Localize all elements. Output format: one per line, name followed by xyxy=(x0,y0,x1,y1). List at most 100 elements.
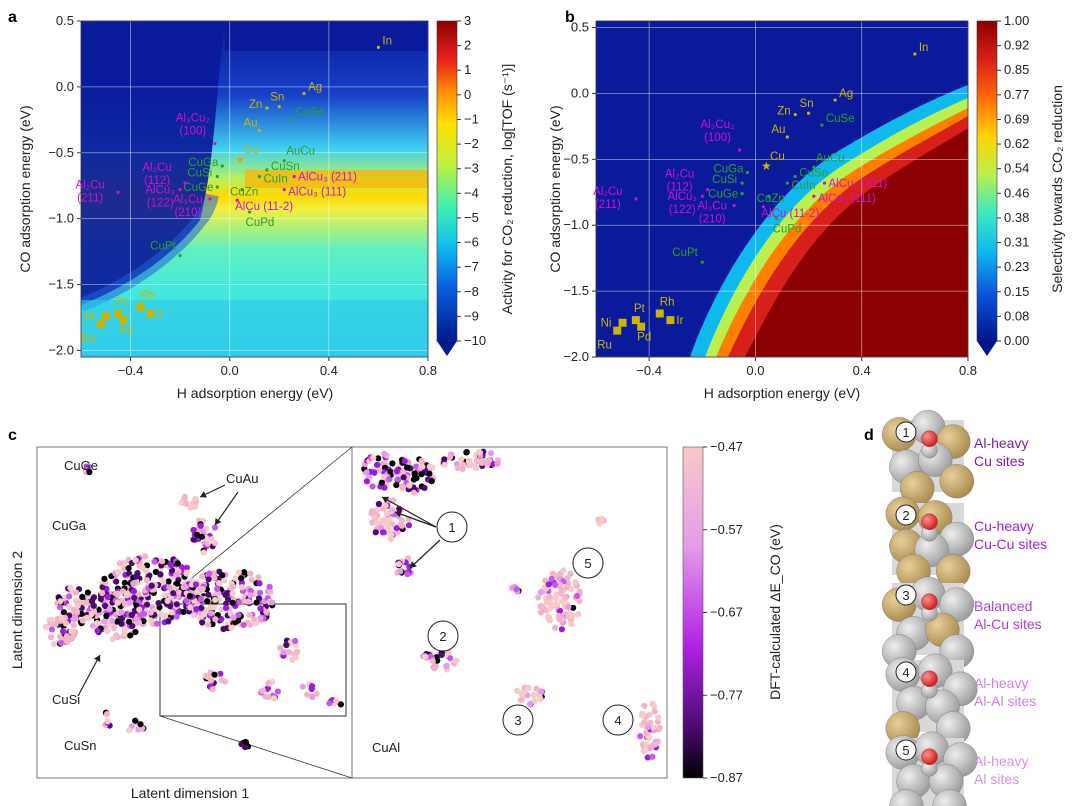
panel-a-colorbar-label: Activity for CO₂ reduction, log[TOF (s⁻¹… xyxy=(499,64,515,315)
colorbar-tick-label: −5 xyxy=(464,210,479,225)
latent-point xyxy=(71,616,77,622)
latent-point xyxy=(645,724,651,730)
site-tile: 5 xyxy=(886,732,978,806)
latent-point xyxy=(364,469,370,475)
site-label-line1: Cu-heavy xyxy=(974,518,1034,534)
panel-b-ylabel: CO adsorption energy (eV) xyxy=(547,105,563,272)
latent-point xyxy=(130,580,136,586)
material-label: CuPt xyxy=(672,247,698,259)
material-marker xyxy=(290,117,293,120)
material-label: CuIn xyxy=(263,173,287,185)
latent-point xyxy=(230,590,236,596)
latent-point xyxy=(60,628,66,634)
panel-b-colorbar-label: Selectivity towards CO₂ reduction xyxy=(1049,85,1065,293)
colorbar-tick-label: 0.08 xyxy=(1004,308,1029,323)
latent-point xyxy=(194,532,200,538)
latent-point xyxy=(442,462,448,468)
latent-point xyxy=(167,603,173,609)
latent-point xyxy=(535,594,541,600)
latent-point xyxy=(113,591,119,597)
latent-point xyxy=(124,591,130,597)
latent-point xyxy=(159,558,165,564)
latent-point xyxy=(275,688,281,694)
material-label: In xyxy=(382,35,392,47)
material-label: AlCu₃ xyxy=(667,191,697,203)
material-label: CuSn xyxy=(799,167,828,179)
system-label: CuAl xyxy=(372,740,400,755)
latent-point xyxy=(394,525,400,531)
latent-point xyxy=(637,733,643,739)
latent-point xyxy=(183,584,189,590)
material-marker xyxy=(794,175,797,178)
colorbar-tick-label: 0.92 xyxy=(1004,38,1029,53)
latent-point xyxy=(211,604,217,610)
latent-point xyxy=(131,595,137,601)
latent-point xyxy=(431,665,437,671)
colorbar-tick-label: −9 xyxy=(464,308,479,323)
material-marker xyxy=(613,327,621,335)
latent-point xyxy=(59,615,65,621)
colorbar-tick-label: −0.87 xyxy=(710,770,743,785)
latent-point xyxy=(85,590,91,596)
latent-point xyxy=(182,494,188,500)
latent-point xyxy=(133,574,139,580)
latent-point xyxy=(257,605,263,611)
latent-point xyxy=(476,449,482,455)
latent-point xyxy=(418,471,424,477)
colorbar-tick-label: −0.47 xyxy=(710,439,743,454)
colorbar-tick-label: −1 xyxy=(464,111,479,126)
latent-point xyxy=(386,476,392,482)
latent-point xyxy=(115,599,121,605)
latent-point xyxy=(187,593,193,599)
site-number: 4 xyxy=(902,665,909,680)
latent-point xyxy=(381,451,387,457)
material-marker xyxy=(634,197,637,200)
latent-point xyxy=(206,576,212,582)
site-label-line1: Balanced xyxy=(974,598,1032,614)
latent-point xyxy=(230,584,236,590)
latent-point xyxy=(67,585,73,591)
colorbar-tick-label: 0.62 xyxy=(1004,136,1029,151)
colorbar-tick-label: 0 xyxy=(464,87,471,102)
panel-c-latent-space: CuGeCuAuCuGaCuSiCuSn CuAl123 45 Latent dim… xyxy=(9,439,783,801)
latent-point xyxy=(113,579,119,585)
site-number: 1 xyxy=(902,425,909,440)
latent-point xyxy=(181,609,187,615)
latent-point xyxy=(57,604,63,610)
latent-point xyxy=(57,598,63,604)
latent-point xyxy=(220,626,226,632)
material-label: Al₂Cu xyxy=(593,186,622,198)
latent-point xyxy=(430,658,436,664)
material-label: Ni xyxy=(601,318,612,330)
latent-point xyxy=(204,598,210,604)
site-label-line1: Al-heavy xyxy=(974,675,1028,691)
site-number: 2 xyxy=(902,508,909,523)
material-facet-label: (122) xyxy=(669,204,696,216)
x-tick-label: 0.4 xyxy=(320,363,338,378)
site-label-line2: Cu-Cu sites xyxy=(974,536,1047,552)
x-tick-label: −0.4 xyxy=(118,363,144,378)
latent-point xyxy=(75,603,81,609)
latent-point xyxy=(107,606,113,612)
latent-point xyxy=(219,677,225,683)
colorbar-tick-label: 0.38 xyxy=(1004,210,1029,225)
system-label: CuSi xyxy=(52,692,80,707)
latent-point xyxy=(419,464,425,470)
latent-point xyxy=(53,621,59,627)
material-marker xyxy=(794,113,797,116)
latent-point xyxy=(91,603,97,609)
latent-point xyxy=(575,611,581,617)
latent-point xyxy=(208,677,214,683)
latent-point xyxy=(441,456,447,462)
latent-point xyxy=(223,605,229,611)
latent-point xyxy=(369,508,375,514)
site-label-line2: Al-Cu sites xyxy=(974,616,1042,632)
latent-point xyxy=(411,490,417,496)
material-label: Ru xyxy=(597,340,612,352)
latent-point xyxy=(221,578,227,584)
latent-point xyxy=(210,686,216,692)
latent-point xyxy=(80,617,86,623)
colorbar-tick-label: 0.15 xyxy=(1004,284,1029,299)
material-label: Rh xyxy=(140,290,155,302)
material-marker xyxy=(820,123,823,126)
